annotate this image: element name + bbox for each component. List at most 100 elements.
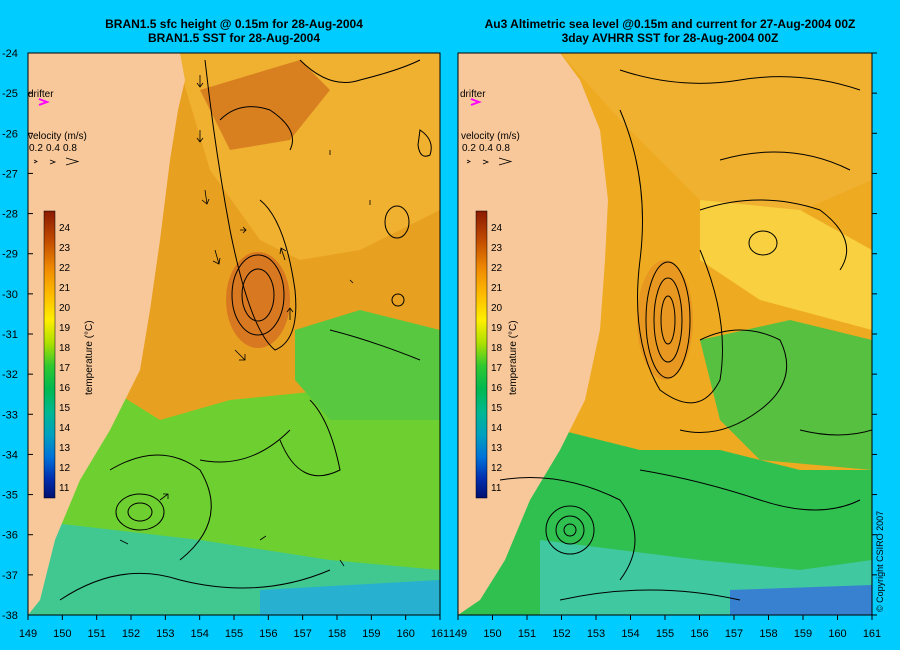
- right-cbar-tick-22: 22: [491, 263, 503, 274]
- left-land: [28, 53, 185, 615]
- lat-tick-label: -28: [2, 209, 18, 221]
- right-drifter-label: drifter: [460, 89, 486, 100]
- left-colorbar-ticks: 24 23 22 21 20 19 18 17 16 15 14 13 12 1…: [59, 223, 71, 494]
- right-velocity-label: velocity (m/s): [461, 131, 520, 142]
- left-lon-tick-label: 156: [259, 628, 277, 640]
- right-cbar-tick-16: 16: [491, 383, 503, 394]
- right-lon-tick-label: 149: [449, 628, 467, 640]
- right-lon-tick-label: 159: [794, 628, 812, 640]
- right-warm-north: [560, 53, 872, 220]
- right-cbar-tick-14: 14: [491, 423, 503, 434]
- right-colorbar-ticks: 24 23 22 21 20 19 18 17 16 15 14 13 12 1…: [491, 223, 503, 494]
- left-velocity-scale-1: 0.4: [46, 143, 60, 154]
- lat-tick-label: -35: [2, 490, 18, 502]
- right-warm-eddy: [637, 260, 693, 380]
- right-lon-tick-label: 153: [587, 628, 605, 640]
- left-lon-tick-label: 158: [328, 628, 346, 640]
- right-cbar-tick-19: 19: [491, 323, 503, 334]
- left-lon-tick-label: 153: [156, 628, 174, 640]
- left-title-line2: BRAN1.5 SST for 28-Aug-2004: [147, 31, 321, 45]
- right-cbar-tick-11: 11: [491, 483, 502, 494]
- left-cbar-tick-21: 21: [59, 283, 71, 294]
- left-lon-tick-label: 152: [122, 628, 140, 640]
- right-lon-tick-label: 151: [518, 628, 536, 640]
- right-lon-tick-label: 150: [483, 628, 501, 640]
- right-cbar-tick-24: 24: [491, 223, 503, 234]
- right-title-line2: 3day AVHRR SST for 28-Aug-2004 00Z: [561, 31, 779, 45]
- left-lon-tick-label: 159: [362, 628, 380, 640]
- right-lon-tick-label: 158: [759, 628, 777, 640]
- left-velocity-scale-2: 0.8: [63, 143, 77, 154]
- left-colorbar: [43, 210, 56, 499]
- right-map: [458, 53, 872, 615]
- lat-tick-label: -32: [2, 369, 18, 381]
- right-panel-title: Au3 Altimetric sea level @0.15m and curr…: [440, 17, 900, 45]
- left-velocity-label: velocity (m/s): [28, 131, 87, 142]
- left-cbar-tick-22: 22: [59, 263, 71, 274]
- lat-tick-label: -26: [2, 128, 18, 140]
- right-velocity-scale-0: 0.2: [462, 143, 476, 154]
- lat-tick-label: -37: [2, 570, 18, 582]
- right-lon-tick-label: 161: [863, 628, 881, 640]
- left-cbar-tick-24: 24: [59, 223, 71, 234]
- left-legend-overlay: drifter velocity (m/s) 0.2 0.4 0.8 24 23…: [28, 89, 95, 499]
- left-lon-tick-label: 157: [293, 628, 311, 640]
- right-colorbar: [475, 210, 488, 499]
- right-cbar-tick-17: 17: [491, 363, 503, 374]
- right-coldest: [730, 585, 872, 615]
- left-lon-tick-label: 149: [19, 628, 37, 640]
- left-warm-eddy: [226, 252, 290, 348]
- left-lon-tick-label: 151: [87, 628, 105, 640]
- left-drifter-label: drifter: [28, 89, 54, 100]
- left-colorbar-label: temperature (°C): [84, 320, 95, 395]
- left-lon-tick-label: 154: [190, 628, 208, 640]
- left-cbar-tick-16: 16: [59, 383, 71, 394]
- right-legend-overlay: drifter velocity (m/s) 0.2 0.4 0.8 24 23…: [460, 89, 520, 499]
- left-lon-tick-label: 150: [53, 628, 71, 640]
- lat-tick-label: -27: [2, 168, 18, 180]
- right-cbar-tick-23: 23: [491, 243, 503, 254]
- left-panel-title: BRAN1.5 sfc height @ 0.15m for 28-Aug-20…: [28, 17, 440, 45]
- right-lon-tick-label: 154: [621, 628, 639, 640]
- left-drifter-icon: [38, 98, 50, 106]
- right-cool-east: [700, 320, 872, 470]
- right-velocity-scale-2: 0.8: [496, 143, 510, 154]
- copyright-text: © Copyright CSIRO 2007: [875, 511, 885, 612]
- left-velocity-scale-0: 0.2: [29, 143, 43, 154]
- lat-tick-label: -38: [2, 610, 18, 622]
- right-cbar-tick-18: 18: [491, 343, 503, 354]
- axis-layer: -24 -25 -26 -27 -28 -29 -30 -31 -32 -33 -34 -35 -36 -…: [2, 48, 881, 640]
- lat-tick-label: -25: [2, 88, 18, 100]
- right-velocity-arrows-icon: [466, 157, 513, 166]
- right-cbar-tick-12: 12: [491, 463, 503, 474]
- left-contours: [59, 59, 432, 601]
- right-cbar-tick-15: 15: [491, 403, 503, 414]
- left-cbar-tick-15: 15: [59, 403, 71, 414]
- left-coldest: [260, 580, 440, 615]
- left-lon-tick-label: 161: [431, 628, 449, 640]
- right-cbar-tick-13: 13: [491, 443, 503, 454]
- left-cbar-tick-17: 17: [59, 363, 71, 374]
- left-velocity-arrows: [119, 75, 371, 567]
- lat-tick-label: -30: [2, 289, 18, 301]
- lat-tick-label: -24: [2, 48, 18, 60]
- right-lon-tick-label: 160: [828, 628, 846, 640]
- right-drifter-icon: [470, 98, 482, 106]
- left-cbar-tick-18: 18: [59, 343, 71, 354]
- left-cbar-tick-11: 11: [59, 483, 70, 494]
- left-cbar-tick-14: 14: [59, 423, 71, 434]
- lat-tick-label: -33: [2, 409, 18, 421]
- left-cool-intrusion: [295, 310, 440, 420]
- right-lon-tick-label: 157: [725, 628, 743, 640]
- left-lon-tick-label: 160: [396, 628, 414, 640]
- left-lon-tick-label: 155: [225, 628, 243, 640]
- right-cbar-tick-20: 20: [491, 303, 503, 314]
- left-map: [28, 53, 440, 615]
- right-title-line1: Au3 Altimetric sea level @0.15m and curr…: [484, 17, 856, 31]
- right-contours: [499, 69, 872, 601]
- lat-tick-label: -34: [2, 449, 18, 461]
- lat-tick-label: -31: [2, 329, 18, 341]
- right-colorbar-label: temperature (°C): [508, 320, 519, 395]
- right-land: [458, 53, 608, 615]
